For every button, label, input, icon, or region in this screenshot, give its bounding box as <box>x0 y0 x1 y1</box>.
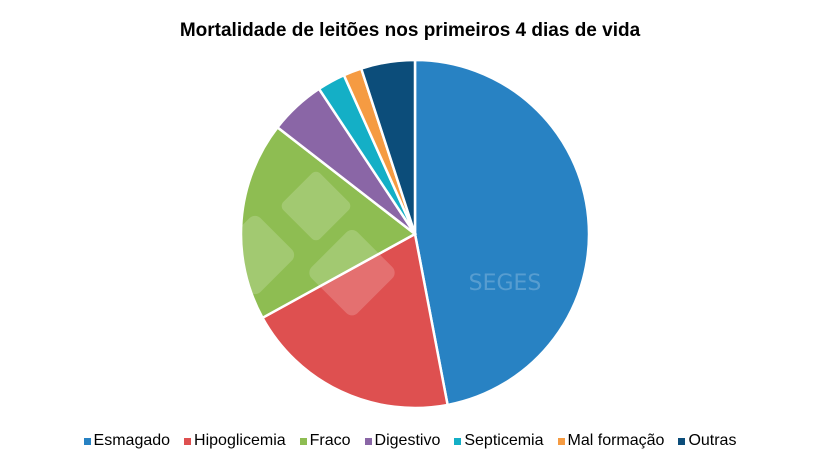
legend-swatch-icon <box>184 437 192 445</box>
legend-item: Septicemia <box>454 432 544 450</box>
pie-slice-esmagado <box>413 58 591 407</box>
watermark-text: SEGES <box>469 271 542 296</box>
legend-item: Digestivo <box>364 432 441 450</box>
legend-item: Fraco <box>299 432 351 450</box>
legend-label: Fraco <box>309 432 351 449</box>
legend-item: Outras <box>678 432 736 450</box>
pie-slice-fraco <box>239 125 418 320</box>
chart-title: Mortalidade de leitões nos primeiros 4 d… <box>179 20 641 41</box>
legend-label: Outras <box>688 432 737 449</box>
legend-item: Esmagado <box>83 432 171 450</box>
legend-label: Esmagado <box>93 432 171 449</box>
pie-slices <box>239 58 591 410</box>
legend-swatch-icon <box>678 437 686 445</box>
pie-slice-outras <box>359 58 417 235</box>
pie-chart: SEGES <box>215 58 591 410</box>
legend-swatch-icon <box>557 437 565 445</box>
legend-item: Hipoglicemia <box>184 432 286 450</box>
legend-swatch-icon <box>299 437 307 445</box>
legend-label: Digestivo <box>374 432 441 449</box>
legend-swatch-icon <box>364 437 372 445</box>
legend-label: Hipoglicemia <box>194 432 286 449</box>
legend-label: Mal formação <box>567 432 665 449</box>
legend-swatch-icon <box>454 437 462 445</box>
pie-slice-hipoglicemia <box>260 232 450 410</box>
legend-label: Septicemia <box>464 432 544 449</box>
legend-swatch-icon <box>83 437 91 445</box>
watermark-logo <box>215 171 395 316</box>
legend-item: Mal formação <box>557 432 665 450</box>
legend: Esmagado Hipoglicemia Fraco Digestivo Septic… <box>0 432 820 450</box>
